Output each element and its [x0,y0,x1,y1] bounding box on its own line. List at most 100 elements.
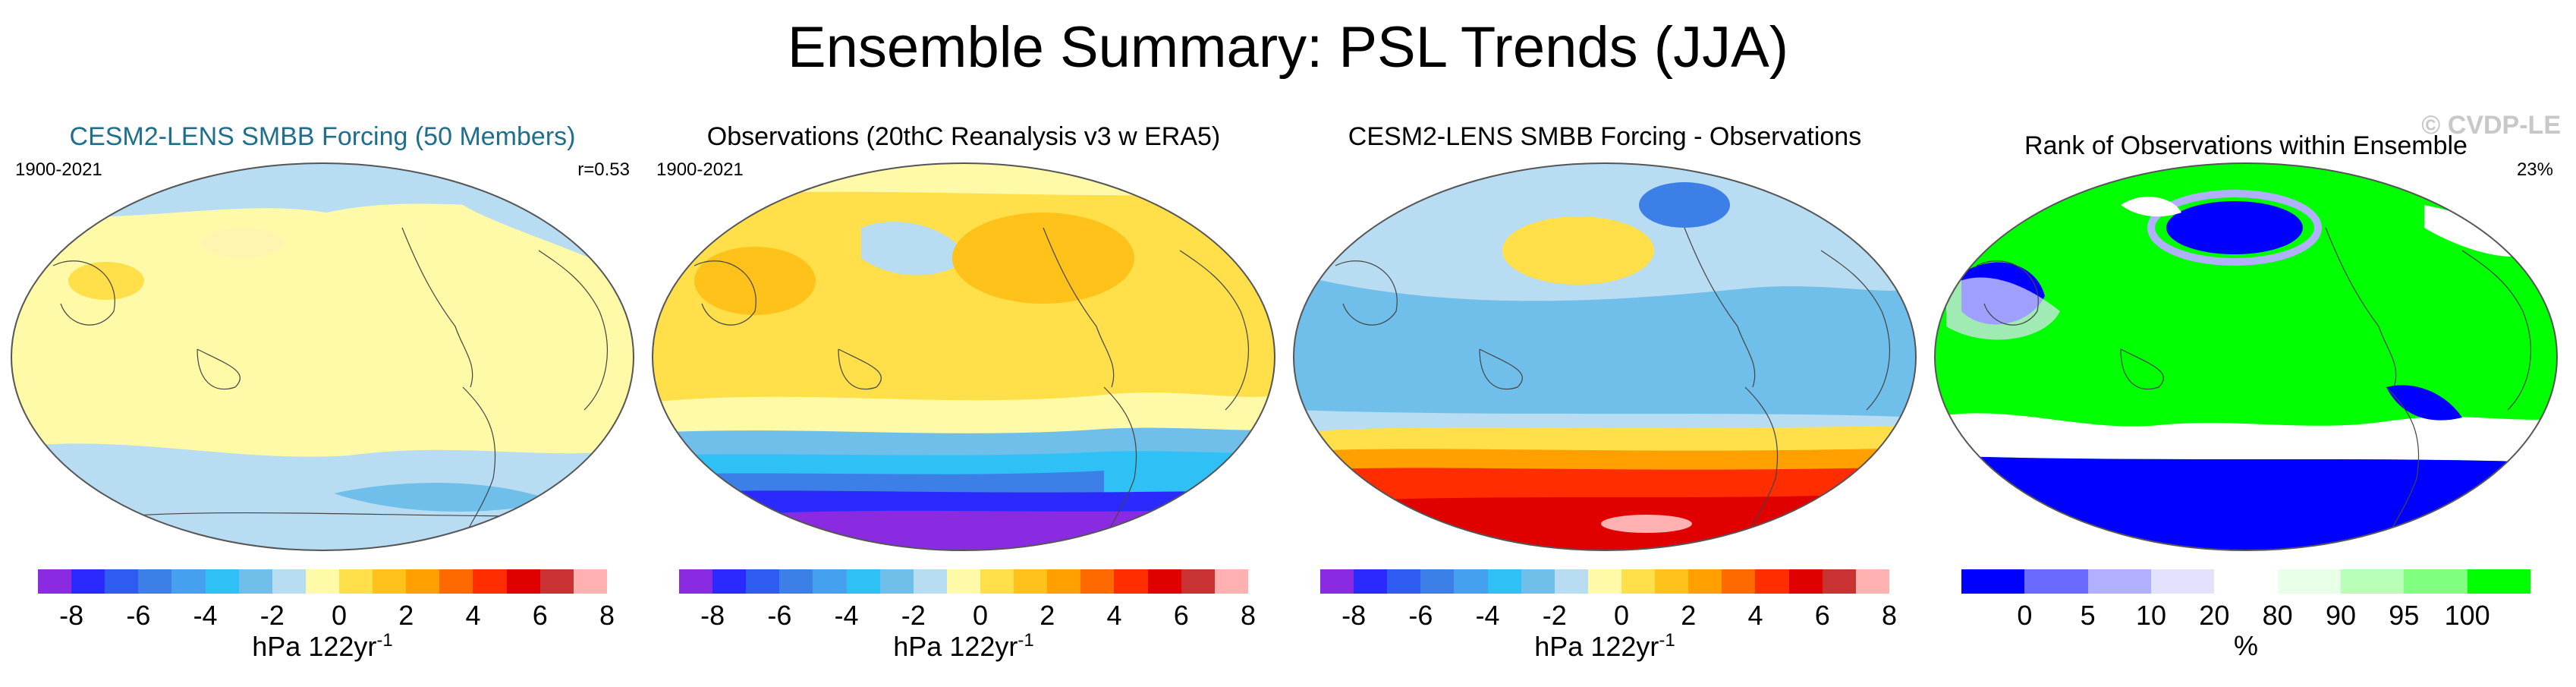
colorbar-swatch [1655,569,1689,594]
period-label: 1900-2021 [15,159,102,180]
watermark: © CVDP-LE [2421,111,2561,140]
map-border [652,162,1275,551]
colorbar [1320,569,1889,594]
colorbar-tick-label: -8 [1341,600,1367,631]
colorbar-tick-label: 100 [2444,600,2490,631]
map-border [1934,162,2558,551]
field-region [334,483,554,512]
colorbar-swatch [338,569,373,594]
colorbar-swatch [1181,569,1215,594]
colorbar-swatch [1387,569,1421,594]
colorbar-tick-label: 2 [1040,600,1055,631]
colorbar-swatch [1587,569,1621,594]
colorbar [679,569,1248,594]
colorbar-tick-label: -8 [59,600,84,631]
colorbar-tick-label: 80 [2262,600,2293,631]
colorbar-swatch [38,569,72,594]
colorbar-tick-label: -6 [767,600,792,631]
colorbar-swatch [373,569,407,594]
colorbar-tick-label: -6 [126,600,151,631]
field-region [694,247,816,315]
panel-title: CESM2-LENS SMBB Forcing - Observations [1348,122,1862,151]
colorbar-tick-label: 0 [2017,600,2033,631]
map-rank [1934,162,2558,551]
colorbar-swatch [1014,569,1048,594]
panel-rank: © CVDP-LE Rank of Observations within En… [1923,111,2568,683]
field-region [952,213,1134,304]
field-region [2147,190,2322,266]
field-region [1639,182,1730,228]
map-border [1293,162,1917,551]
colorbar-swatch [779,569,813,594]
field-region [1502,216,1654,285]
colorbar-unit: hPa 122yr-1 [0,630,645,663]
colorbar-swatch [573,569,607,594]
colorbar-tick-label: 2 [398,600,414,631]
coastlines [694,227,1249,540]
colorbar-swatch [1521,569,1555,594]
colorbar-swatch [305,569,339,594]
colorbar-swatch [1961,569,2025,594]
colorbar-tick-label: -4 [1475,600,1500,631]
colorbar-tick-label: 8 [1881,600,1898,631]
field-region [1294,273,1916,418]
colorbar-tick-label: -4 [834,600,859,631]
colorbar-tick-label: 4 [1106,600,1122,631]
colorbar-swatch [946,569,980,594]
colorbar-tick-label: 95 [2389,600,2420,631]
field-region [2386,385,2462,421]
colorbar-swatch [1722,569,1756,594]
field-region [1935,413,2557,463]
main-title: Ensemble Summary: PSL Trends (JJA) [787,15,1789,80]
field-region [1946,277,2060,340]
colorbar-swatch [71,569,105,594]
colorbar-swatch [1755,569,1789,594]
coastlines [1335,227,1890,540]
colorbar-swatch [272,569,306,594]
field-region [1935,455,2557,550]
colorbar-swatch [1822,569,1856,594]
colorbar-tick-label: 0 [332,600,348,631]
colorbar-swatch [1080,569,1115,594]
field-region [11,163,634,217]
colorbar [1961,569,2530,594]
colorbar-tick-label: 6 [1173,600,1189,631]
colorbar-swatch [439,569,473,594]
colorbar-swatch [1487,569,1521,594]
field-region [68,262,144,300]
unit-text: hPa 122yr [1534,631,1659,662]
field-region [2166,201,2303,254]
coastlines [1976,227,2531,540]
colorbar-swatch [473,569,507,594]
colorbar-unit: hPa 122yr-1 [641,630,1286,663]
panel-title: Observations (20thC Reanalysis v3 w ERA5… [706,122,1221,151]
colorbar-tick-label: 0 [973,600,989,631]
colorbar-swatch [846,569,880,594]
unit-exponent: -1 [1018,630,1034,651]
colorbar-swatch [2087,569,2151,594]
colorbar-swatch [539,569,574,594]
colorbar-swatch [2214,569,2278,594]
field-region [2121,197,2181,217]
colorbar-swatch [980,569,1014,594]
colorbar-tick-label: -6 [1408,600,1433,631]
colorbar-tick-label: 0 [1614,600,1630,631]
colorbar-swatch [1320,569,1354,594]
colorbar-tick-label: 4 [465,600,481,631]
colorbar-swatch [2150,569,2215,594]
colorbar-swatch [171,569,206,594]
colorbar-tick-label: 90 [2325,600,2357,631]
colorbar-swatch [1621,569,1656,594]
colorbar-swatch [1688,569,1722,594]
colorbar-tick-label: 8 [1240,600,1257,631]
colorbar-swatch [205,569,239,594]
colorbar-tick-label: 6 [532,600,548,631]
field-region [201,228,285,258]
colorbar-swatch [879,569,914,594]
colorbar-swatch [1114,569,1148,594]
colorbar-swatch [679,569,713,594]
colorbar-unit: hPa 122yr-1 [1282,630,1927,663]
colorbar-swatch [1420,569,1455,594]
colorbar-tick-label: -4 [193,600,218,631]
colorbar-tick-label: 20 [2199,600,2230,631]
